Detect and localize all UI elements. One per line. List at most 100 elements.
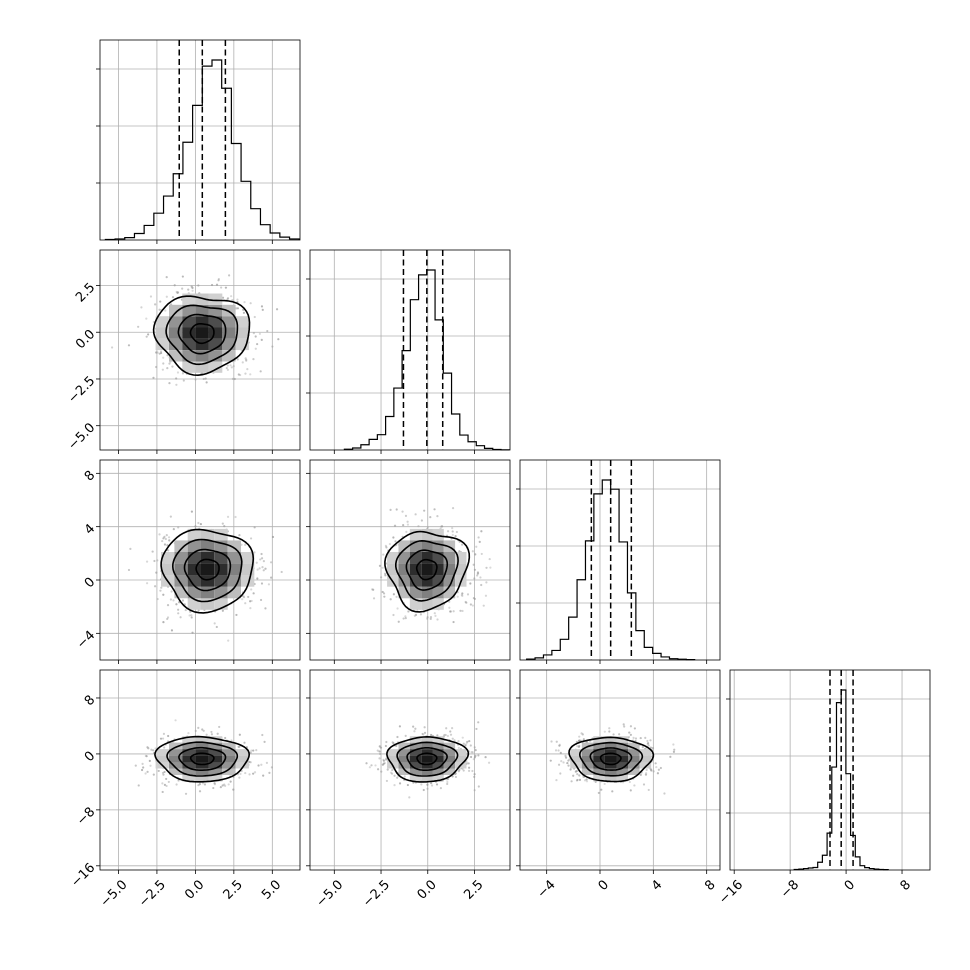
sample-point	[203, 783, 207, 786]
density-content	[371, 507, 492, 624]
sample-point	[477, 536, 480, 539]
sample-point	[485, 581, 488, 584]
sample-point	[243, 301, 246, 304]
sample-point	[440, 525, 444, 528]
sample-point	[462, 742, 465, 745]
sample-point	[408, 796, 411, 799]
sample-point	[471, 604, 474, 607]
contour-2	[589, 747, 633, 771]
sample-point	[159, 300, 162, 303]
sample-point	[210, 283, 214, 287]
sample-point	[655, 765, 658, 769]
density-cell	[155, 327, 169, 339]
sample-point	[402, 523, 405, 527]
sample-point	[142, 766, 145, 769]
panel-frame	[99, 459, 301, 661]
sample-point	[198, 790, 202, 793]
sample-point	[110, 346, 114, 349]
sample-point	[256, 342, 259, 346]
contour-1	[189, 752, 215, 766]
density-cell	[387, 755, 399, 763]
panel-frame	[99, 669, 301, 871]
panel-frame	[729, 669, 931, 871]
sample-point	[225, 366, 228, 370]
sample-point	[473, 773, 476, 776]
sample-point	[182, 379, 185, 382]
density-cell	[169, 338, 183, 351]
density-cell	[169, 755, 183, 763]
sample-point	[224, 736, 227, 740]
sample-point	[382, 553, 385, 556]
sample-point	[567, 764, 570, 767]
contour-2	[405, 549, 449, 591]
density-cell	[214, 575, 228, 587]
density-cell	[616, 736, 628, 743]
sample-point	[475, 727, 478, 731]
sample-point	[157, 769, 160, 773]
density-cell	[604, 775, 617, 782]
sample-point	[585, 778, 588, 781]
density-cell	[195, 742, 209, 750]
sample-point	[376, 768, 380, 771]
sample-point	[145, 582, 149, 585]
density-cell	[222, 749, 236, 756]
density-cell	[409, 762, 422, 769]
density-cell	[174, 575, 188, 587]
density-cell	[195, 775, 209, 782]
density-cell	[628, 755, 640, 763]
density-cell	[209, 293, 223, 305]
sample-point	[158, 352, 161, 355]
density-cell	[187, 575, 201, 587]
sample-point	[260, 582, 264, 585]
sample-point	[264, 607, 267, 610]
sample-point	[618, 733, 621, 736]
sample-point	[454, 534, 457, 538]
sample-point	[137, 784, 140, 787]
density-panel-1-0	[96, 249, 301, 454]
sample-point	[260, 557, 264, 560]
density-cell	[421, 736, 433, 743]
sample-point	[575, 769, 578, 773]
sample-point	[372, 588, 375, 591]
sample-point	[465, 601, 468, 604]
density-cell	[195, 338, 209, 351]
density-cell	[443, 552, 456, 564]
sample-point	[249, 302, 252, 305]
sample-point	[391, 768, 394, 772]
sample-point	[455, 530, 458, 534]
sample-point	[629, 733, 632, 736]
sample-point	[646, 739, 649, 743]
sample-point	[557, 749, 560, 752]
sample-point	[423, 731, 427, 734]
sample-point	[647, 744, 650, 747]
sample-point	[230, 739, 233, 742]
sample-point	[404, 514, 408, 517]
density-cell	[201, 575, 215, 587]
density-cell	[209, 304, 223, 317]
density-cell	[387, 563, 399, 576]
sample-point	[372, 597, 376, 600]
sample-point	[227, 783, 230, 786]
density-cell	[421, 552, 433, 564]
sample-point	[227, 274, 231, 277]
density-content	[127, 510, 283, 642]
y-tick-label: −5.0	[65, 420, 98, 453]
sample-point	[429, 733, 433, 736]
sample-point	[378, 752, 382, 756]
sample-point	[639, 773, 642, 777]
sample-point	[153, 585, 157, 588]
density-cell	[628, 749, 640, 756]
density-cell	[187, 528, 201, 541]
density-cell	[209, 742, 223, 750]
density-cell	[227, 552, 241, 564]
sample-point	[164, 537, 167, 541]
density-cell	[195, 350, 209, 362]
sample-point	[460, 543, 464, 546]
sample-point	[161, 539, 164, 543]
density-cell	[639, 755, 652, 763]
density-cell	[201, 552, 215, 564]
density-cell	[201, 528, 215, 541]
sample-point	[446, 734, 449, 738]
sample-point	[608, 727, 611, 730]
sample-point	[471, 751, 474, 754]
